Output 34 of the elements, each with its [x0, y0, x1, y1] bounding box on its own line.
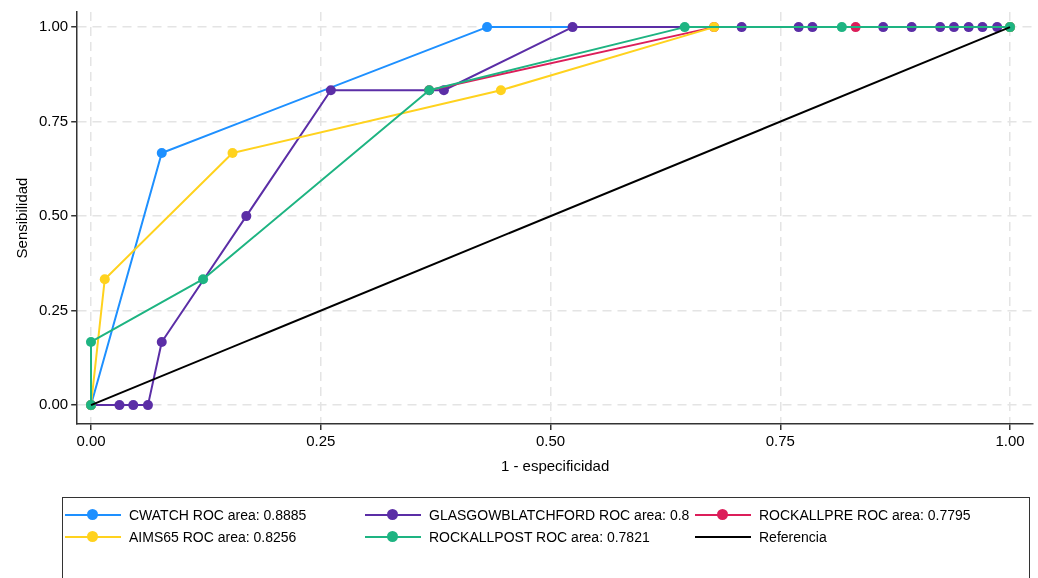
point	[679, 22, 690, 33]
y-tick-label: 1.00	[38, 17, 69, 35]
y-tick-label: 0.00	[38, 395, 69, 413]
point	[198, 274, 209, 285]
legend-label: Referencia	[759, 529, 827, 545]
y-tick-label: 0.75	[38, 111, 69, 129]
x-tick-label: 1.00	[995, 432, 1025, 450]
legend-label: CWATCH ROC area: 0.8885	[129, 507, 307, 523]
x-tick-label: 0.00	[76, 432, 106, 450]
point	[227, 147, 238, 158]
point	[836, 22, 847, 33]
legend-label: ROCKALLPOST ROC area: 0.7821	[429, 529, 650, 545]
point	[495, 85, 506, 96]
legend-label: GLASGOWBLATCHFORD ROC area: 0.8	[429, 507, 690, 523]
point	[142, 400, 153, 411]
legend-label: AIMS65 ROC area: 0.8256	[129, 529, 297, 545]
point	[482, 22, 493, 33]
y-tick-label: 0.50	[38, 206, 69, 224]
point	[114, 400, 125, 411]
x-tick-label: 0.50	[535, 432, 566, 450]
legend-label: ROCKALLPRE ROC area: 0.7795	[759, 507, 971, 523]
point	[156, 336, 167, 347]
x-tick-label: 0.25	[306, 432, 336, 450]
point	[128, 400, 139, 411]
point	[241, 211, 252, 222]
point	[325, 85, 336, 96]
y-axis-title: Sensibilidad	[13, 177, 31, 259]
point	[99, 274, 110, 285]
point	[156, 147, 167, 158]
point	[567, 22, 578, 33]
point	[85, 336, 96, 347]
x-tick-label: 0.75	[765, 432, 795, 450]
x-axis-title: 1 - especificidad	[500, 457, 610, 475]
y-tick-label: 0.25	[38, 300, 69, 318]
